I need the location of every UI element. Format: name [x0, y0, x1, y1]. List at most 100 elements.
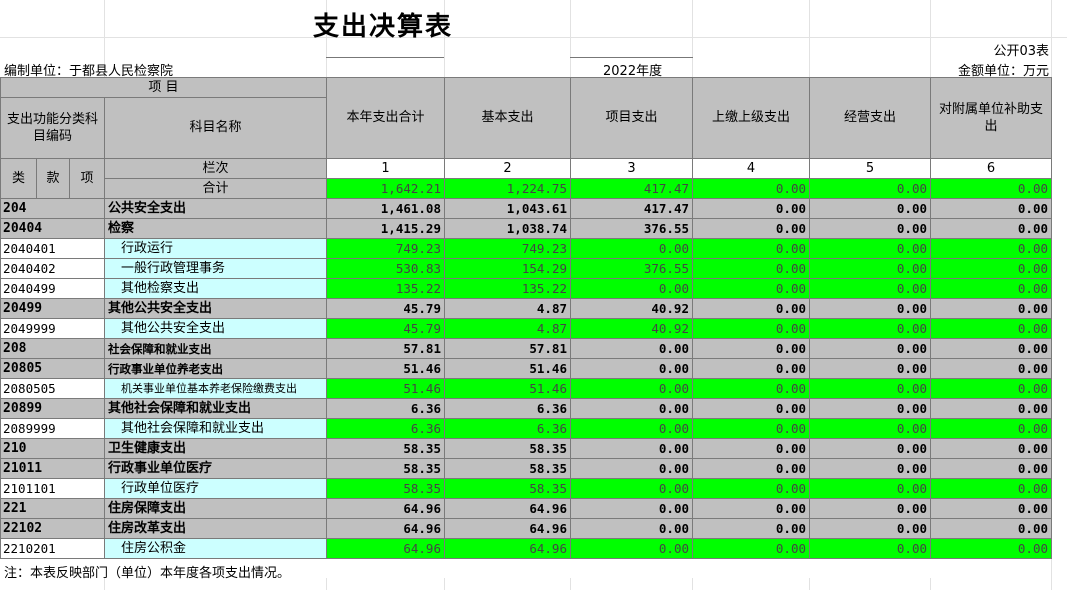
row-value-3: 417.47: [570, 198, 693, 219]
row-value-3: 0.00: [570, 278, 693, 299]
row-value-2: 64.96: [444, 518, 571, 539]
row-code: 20805: [0, 358, 105, 379]
header-col-3: 项目支出: [570, 77, 693, 159]
row-value-5: 0.00: [809, 378, 931, 399]
row-value-5: 0.00: [809, 198, 931, 219]
row-value-4: 0.00: [692, 498, 810, 519]
row-value-2: 51.46: [444, 358, 571, 379]
total-row: 合计 1,642.21 1,224.75 417.47 0.00 0.00 0.…: [1, 178, 1052, 199]
row-value-6: 0.00: [930, 218, 1052, 239]
table-row: 20404 检察 1,415.29 1,038.74 376.55 0.00 0.00 0.0…: [0, 218, 1052, 239]
row-value-5: 0.00: [809, 218, 931, 239]
table-row: 20899 其他社会保障和就业支出 6.36 6.36 0.00 0.00 0.00 0.00: [0, 398, 1052, 419]
row-value-3: 376.55: [570, 218, 693, 239]
total-value-5: 0.00: [809, 178, 931, 199]
row-value-4: 0.00: [692, 318, 810, 339]
row-value-5: 0.00: [809, 258, 931, 279]
row-value-5: 0.00: [809, 538, 931, 559]
total-value-1: 1,642.21: [326, 178, 445, 199]
row-value-1: 57.81: [326, 338, 445, 359]
row-value-4: 0.00: [692, 538, 810, 559]
form-number: 公开03表: [993, 44, 1049, 59]
row-code: 2101101: [0, 478, 105, 499]
row-value-1: 749.23: [326, 238, 445, 259]
row-value-3: 0.00: [570, 358, 693, 379]
row-value-6: 0.00: [930, 198, 1052, 219]
table-row: 221 住房保障支出 64.96 64.96 0.00 0.00 0.00 0.00: [0, 498, 1052, 519]
row-value-4: 0.00: [692, 258, 810, 279]
row-value-1: 6.36: [326, 398, 445, 419]
table-row: 2040401 行政运行 749.23 749.23 0.00 0.00 0.00 0.00: [0, 238, 1052, 259]
row-value-3: 0.00: [570, 418, 693, 439]
row-value-3: 0.00: [570, 458, 693, 479]
row-value-2: 58.35: [444, 478, 571, 499]
row-value-1: 58.35: [326, 458, 445, 479]
fiscal-year: 2022年度: [603, 64, 663, 79]
row-name: 其他公共安全支出: [104, 318, 327, 339]
header-name-label: 科目名称: [104, 97, 327, 159]
row-value-1: 51.46: [326, 358, 445, 379]
row-name: 住房保障支出: [104, 498, 327, 519]
row-code: 2210201: [0, 538, 105, 559]
col-num-5: 5: [809, 158, 931, 179]
row-value-2: 58.35: [444, 458, 571, 479]
row-value-3: 0.00: [570, 478, 693, 499]
table-row: 208 社会保障和就业支出 57.81 57.81 0.00 0.00 0.00 0.00: [0, 338, 1052, 359]
row-value-5: 0.00: [809, 418, 931, 439]
row-code: 2040499: [0, 278, 105, 299]
compiling-unit: 编制单位：于都县人民检察院: [4, 64, 174, 79]
row-value-1: 64.96: [326, 518, 445, 539]
row-name: 其他社会保障和就业支出: [104, 398, 327, 419]
row-code: 2040401: [0, 238, 105, 259]
row-code: 208: [0, 338, 105, 359]
row-value-1: 45.79: [326, 318, 445, 339]
title-underline-left: [326, 57, 444, 58]
table-row: 2101101 行政单位医疗 58.35 58.35 0.00 0.00 0.00 0.00: [0, 478, 1052, 499]
header-col-1: 本年支出合计: [326, 77, 445, 159]
row-value-5: 0.00: [809, 278, 931, 299]
row-value-2: 1,043.61: [444, 198, 571, 219]
row-value-5: 0.00: [809, 398, 931, 419]
row-value-4: 0.00: [692, 218, 810, 239]
row-value-4: 0.00: [692, 278, 810, 299]
row-code: 21011: [0, 458, 105, 479]
row-value-1: 58.35: [326, 478, 445, 499]
total-value-2: 1,224.75: [444, 178, 571, 199]
row-value-2: 64.96: [444, 538, 571, 559]
row-name: 住房改革支出: [104, 518, 327, 539]
table-row: 21011 行政事业单位医疗 58.35 58.35 0.00 0.00 0.00 0.00: [0, 458, 1052, 479]
header-col-5: 经营支出: [809, 77, 931, 159]
total-value-4: 0.00: [692, 178, 810, 199]
row-value-2: 58.35: [444, 438, 571, 459]
row-value-1: 58.35: [326, 438, 445, 459]
row-value-5: 0.00: [809, 298, 931, 319]
row-value-5: 0.00: [809, 498, 931, 519]
row-name: 一般行政管理事务: [104, 258, 327, 279]
total-value-6: 0.00: [930, 178, 1052, 199]
table-row: 210 卫生健康支出 58.35 58.35 0.00 0.00 0.00 0.00: [0, 438, 1052, 459]
header-code-label: 支出功能分类科目编码: [0, 97, 105, 159]
row-code: 210: [0, 438, 105, 459]
row-code: 2080505: [0, 378, 105, 399]
row-name: 其他公共安全支出: [104, 298, 327, 319]
row-value-3: 0.00: [570, 378, 693, 399]
row-value-1: 1,415.29: [326, 218, 445, 239]
row-code: 20404: [0, 218, 105, 239]
header-item: 项 目: [0, 77, 327, 98]
row-value-3: 40.92: [570, 298, 693, 319]
row-value-1: 51.46: [326, 378, 445, 399]
total-value-3: 417.47: [570, 178, 693, 199]
row-value-3: 0.00: [570, 538, 693, 559]
row-code: 2049999: [0, 318, 105, 339]
table-row: 20805 行政事业单位养老支出 51.46 51.46 0.00 0.00 0.00 0.0…: [0, 358, 1052, 379]
row-value-6: 0.00: [930, 298, 1052, 319]
row-value-2: 6.36: [444, 418, 571, 439]
row-name: 检察: [104, 218, 327, 239]
table-row: 204 公共安全支出 1,461.08 1,043.61 417.47 0.00 0.00 0…: [0, 198, 1052, 219]
table-row: 2040499 其他检察支出 135.22 135.22 0.00 0.00 0.00 0.0…: [0, 278, 1052, 299]
row-value-4: 0.00: [692, 358, 810, 379]
header-kuan: 款: [36, 158, 70, 199]
row-value-6: 0.00: [930, 518, 1052, 539]
row-value-6: 0.00: [930, 458, 1052, 479]
row-value-2: 51.46: [444, 378, 571, 399]
